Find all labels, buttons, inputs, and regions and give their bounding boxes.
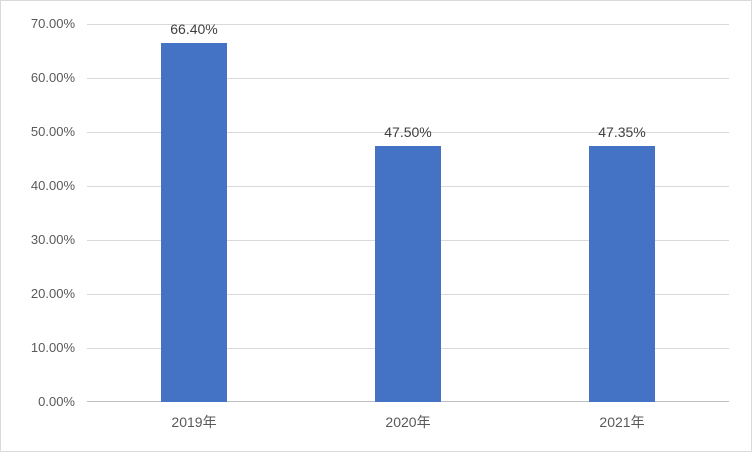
y-tick-label: 70.00%: [30, 16, 75, 31]
x-tick-label: 2020年: [385, 414, 431, 430]
gridline: [87, 77, 729, 79]
plot-area: 66.40% 47.50% 47.35%: [87, 21, 729, 402]
y-tick-label: 20.00%: [30, 286, 75, 301]
x-tick-label: 2019年: [171, 414, 217, 430]
x-tick-label: 2021年: [599, 414, 645, 430]
y-tick-label: 10.00%: [30, 340, 75, 355]
y-tick-label: 50.00%: [30, 124, 75, 139]
bar-2019年: [161, 43, 227, 402]
gridline: [87, 23, 729, 25]
gridline: [87, 131, 729, 133]
y-tick-label: 30.00%: [30, 232, 75, 247]
y-tick-label: 40.00%: [30, 178, 75, 193]
y-tick-label: 60.00%: [30, 70, 75, 85]
y-tick-label: 0.00%: [38, 394, 75, 409]
bar-2020年: [375, 145, 441, 402]
data-label: 47.50%: [384, 123, 432, 140]
bar-2021年: [589, 146, 655, 402]
data-label: 66.40%: [170, 21, 218, 38]
data-label: 47.35%: [598, 124, 646, 141]
